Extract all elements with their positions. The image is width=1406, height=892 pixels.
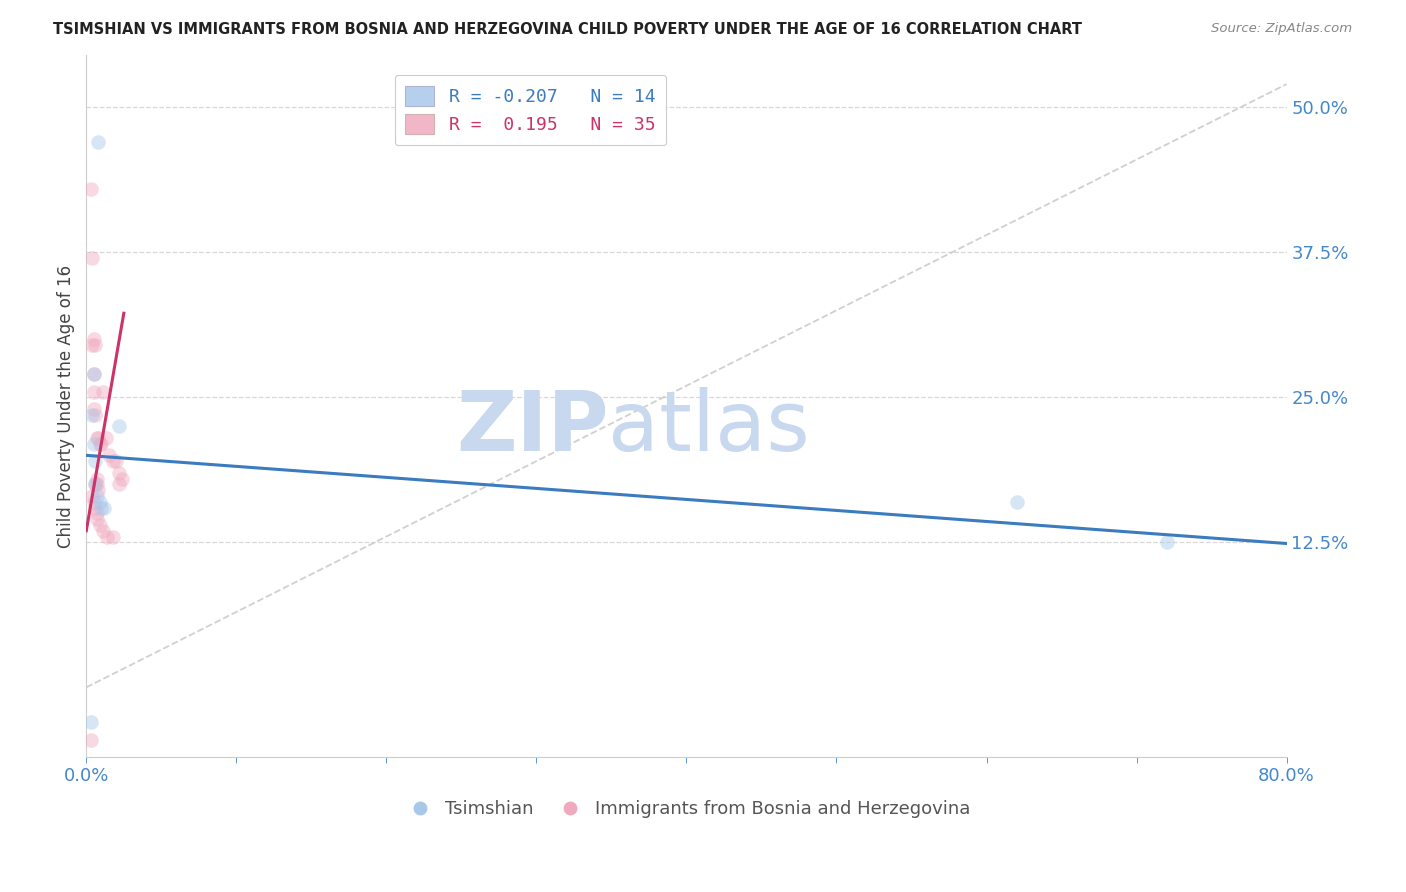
Point bbox=[80, 181, 103, 195]
Text: TSIMSHIAN VS IMMIGRANTS FROM BOSNIA AND HERZEGOVINA CHILD POVERTY UNDER THE AGE : TSIMSHIAN VS IMMIGRANTS FROM BOSNIA AND … bbox=[53, 22, 1083, 37]
Point bbox=[86, 431, 108, 445]
Point bbox=[91, 384, 114, 399]
Text: Source: ZipAtlas.com: Source: ZipAtlas.com bbox=[1212, 22, 1353, 36]
Point bbox=[108, 419, 131, 434]
Point bbox=[83, 436, 105, 450]
Point bbox=[84, 477, 107, 491]
Point bbox=[82, 489, 104, 503]
Point bbox=[91, 524, 114, 538]
Point bbox=[90, 436, 112, 450]
Text: atlas: atlas bbox=[609, 386, 810, 467]
Point bbox=[105, 454, 128, 468]
Point bbox=[1156, 535, 1178, 549]
Point bbox=[89, 494, 111, 508]
Point bbox=[90, 500, 112, 515]
Point bbox=[84, 477, 107, 491]
Point bbox=[86, 512, 108, 526]
Point bbox=[103, 454, 125, 468]
Point bbox=[84, 408, 107, 422]
Point bbox=[93, 500, 115, 515]
Point bbox=[83, 367, 105, 381]
Point bbox=[83, 332, 105, 346]
Point bbox=[83, 384, 105, 399]
Point bbox=[86, 489, 108, 503]
Point bbox=[111, 471, 134, 485]
Point bbox=[83, 401, 105, 416]
Point bbox=[94, 431, 117, 445]
Y-axis label: Child Poverty Under the Age of 16: Child Poverty Under the Age of 16 bbox=[58, 265, 75, 548]
Point bbox=[84, 454, 107, 468]
Point bbox=[97, 448, 120, 462]
Point bbox=[87, 483, 110, 497]
Point bbox=[84, 338, 107, 352]
Text: ZIP: ZIP bbox=[456, 386, 609, 467]
Point bbox=[89, 518, 111, 533]
Point bbox=[80, 715, 103, 730]
Point bbox=[89, 436, 111, 450]
Point bbox=[108, 466, 131, 480]
Point bbox=[108, 477, 131, 491]
Point bbox=[86, 477, 108, 491]
Point bbox=[87, 135, 110, 149]
Point bbox=[84, 500, 107, 515]
Point bbox=[87, 431, 110, 445]
Legend: Tsimshian, Immigrants from Bosnia and Herzegovina: Tsimshian, Immigrants from Bosnia and He… bbox=[395, 793, 979, 825]
Point bbox=[83, 494, 105, 508]
Point bbox=[82, 338, 104, 352]
Point bbox=[82, 251, 104, 265]
Point bbox=[83, 367, 105, 381]
Point bbox=[80, 732, 103, 747]
Point bbox=[82, 408, 104, 422]
Point bbox=[96, 530, 118, 544]
Point bbox=[103, 530, 125, 544]
Point bbox=[86, 471, 108, 485]
Point bbox=[1005, 494, 1028, 508]
Point bbox=[86, 507, 108, 521]
